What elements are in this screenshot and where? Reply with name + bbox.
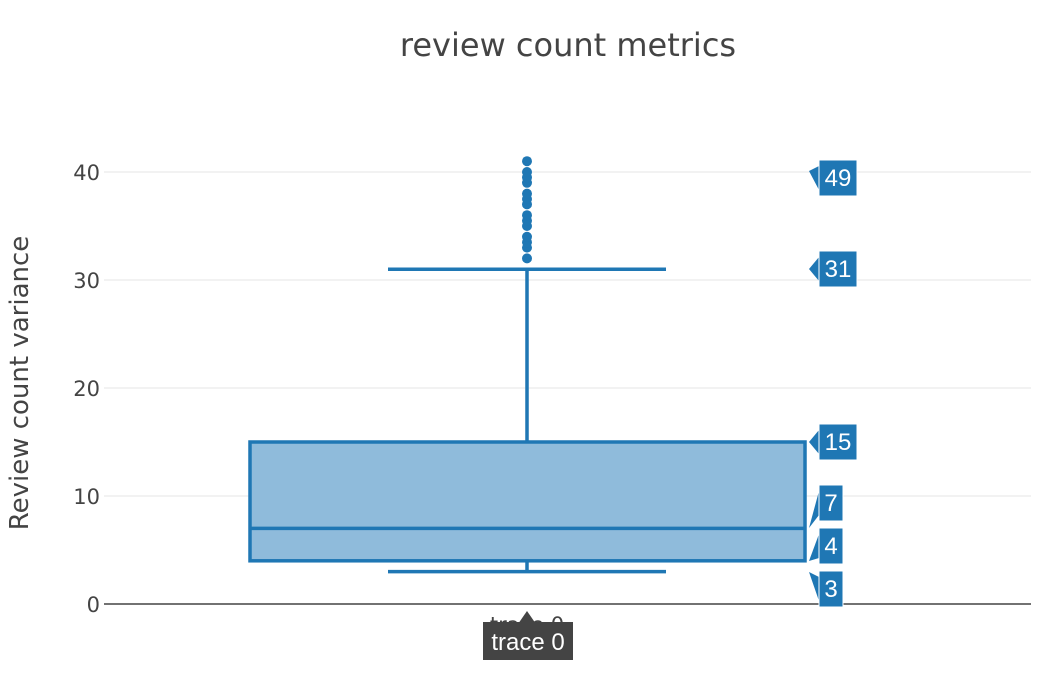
hover-label-median: 7 [809,484,844,528]
outlier-point-9 [522,188,532,199]
outlier-point-13 [522,156,532,167]
hover-box [818,250,858,288]
hover-label-q3: 15 [809,423,858,461]
hover-value: 7 [824,490,837,517]
hover-label-upper-fence: 31 [809,250,858,288]
y-tick-40: 40 [73,161,100,185]
chart-title: review count metrics [400,26,736,64]
box-iqr [248,440,807,563]
hover-label-q1: 4 [809,527,844,565]
hover-label-min: 3 [809,570,844,608]
trace-label-box [483,622,573,660]
hover-value: 15 [825,429,852,456]
hover-value: 49 [825,165,852,192]
hover-labels: 49 31 15 7 4 3 trace 0 [483,159,858,660]
hover-value: 31 [825,256,852,283]
outlier-point-6 [522,210,532,221]
outlier-point-3 [522,231,532,242]
hover-label-max: 49 [809,159,858,197]
y-tick-20: 20 [73,377,100,401]
hover-arrow [809,166,819,190]
hover-value: 3 [824,576,837,603]
hover-arrow [809,534,819,561]
box-trace-0[interactable] [248,156,807,574]
hover-arrow [809,491,819,528]
hover-box [818,527,844,565]
hover-box [818,570,844,608]
hover-arrow [809,430,819,454]
outlier-point-0 [522,253,532,264]
y-tick-0: 0 [87,593,100,617]
hover-box [818,159,858,197]
trace-hover-label: trace 0 [483,611,573,660]
hover-arrow [809,257,819,281]
outlier-point-12 [522,167,532,177]
y-axis-label: Review count variance [5,236,35,531]
hover-arrow [809,572,819,601]
y-tick-30: 30 [73,269,100,293]
trace-label-arrow [518,611,536,624]
y-tick-labels: 0 10 20 30 40 [73,161,100,617]
hover-box [818,423,858,461]
hover-value: 4 [824,533,837,560]
hover-box [818,484,844,522]
trace-label-text: trace 0 [491,629,564,656]
y-tick-10: 10 [73,485,100,509]
